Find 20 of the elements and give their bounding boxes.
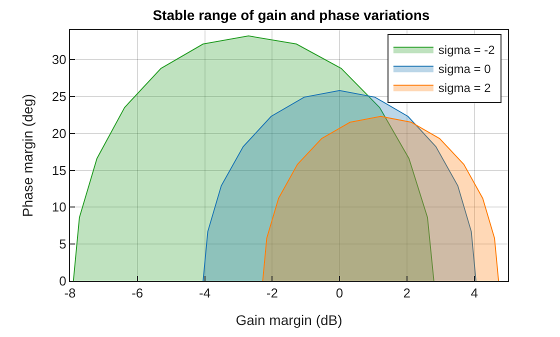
legend-label: sigma = 2 (438, 80, 492, 95)
x-tick-label: -6 (132, 286, 144, 301)
y-tick-label: 25 (52, 88, 66, 104)
y-tick-label: 0 (59, 274, 66, 289)
y-tick-label: 15 (52, 162, 66, 178)
y-tick-label: 20 (52, 126, 66, 141)
x-tick-label: 2 (403, 286, 411, 301)
y-tick-label: 30 (52, 52, 66, 68)
x-tick-label: -4 (198, 286, 211, 301)
y-tick-label: 5 (59, 236, 66, 252)
x-tick-label: -8 (64, 286, 76, 301)
x-axis-title: Gain margin (dB) (236, 312, 342, 328)
x-tick-label: 4 (470, 286, 478, 301)
chart-title: Stable range of gain and phase variations (152, 6, 430, 23)
x-tick-label: 0 (336, 286, 344, 301)
x-tick-label: -2 (266, 286, 278, 301)
legend-label: sigma = 0 (438, 62, 492, 76)
y-axis-title: Phase margin (deg) (20, 94, 36, 217)
legend-label: sigma = -2 (438, 42, 496, 57)
y-tick-label: 10 (52, 200, 66, 215)
